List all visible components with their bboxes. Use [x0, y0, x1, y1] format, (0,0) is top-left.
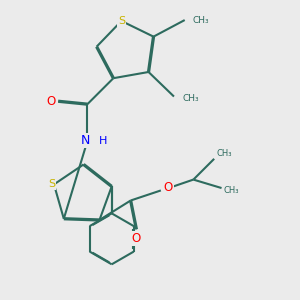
Text: CH₃: CH₃: [193, 16, 209, 25]
Text: O: O: [164, 182, 173, 194]
Text: N: N: [80, 134, 90, 147]
Text: S: S: [118, 16, 125, 26]
Text: CH₃: CH₃: [224, 186, 239, 195]
Text: O: O: [46, 95, 56, 108]
Text: CH₃: CH₃: [182, 94, 199, 103]
Text: O: O: [132, 232, 141, 244]
Text: H: H: [99, 136, 107, 146]
Text: CH₃: CH₃: [217, 149, 232, 158]
Text: S: S: [48, 179, 55, 189]
